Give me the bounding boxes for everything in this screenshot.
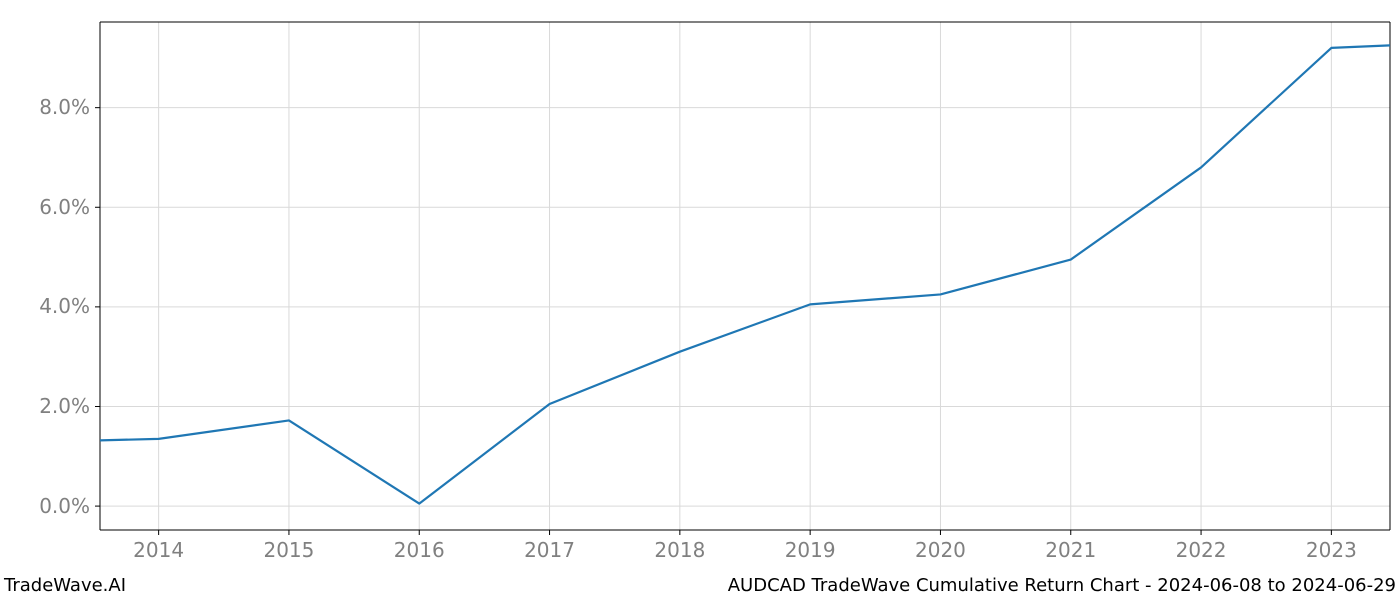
y-tick-label: 2.0% [39, 394, 90, 418]
x-tick-label: 2022 [1151, 538, 1251, 562]
y-tick-label: 4.0% [39, 294, 90, 318]
footer-right-label: AUDCAD TradeWave Cumulative Return Chart… [728, 575, 1396, 596]
x-tick-label: 2017 [500, 538, 600, 562]
x-tick-label: 2019 [760, 538, 860, 562]
y-tick-label: 0.0% [39, 494, 90, 518]
line-chart-svg [0, 0, 1400, 600]
chart-container: 2014 2015 2016 2017 2018 2019 2020 2021 2022 2023… [0, 0, 1400, 600]
x-tick-label: 2023 [1281, 538, 1381, 562]
y-tick-label: 8.0% [39, 95, 90, 119]
axes [100, 22, 1390, 530]
line-series [100, 45, 1390, 503]
x-tick-label: 2015 [239, 538, 339, 562]
y-tick-label: 6.0% [39, 195, 90, 219]
x-tick-label: 2014 [109, 538, 209, 562]
x-tick-label: 2021 [1021, 538, 1121, 562]
footer-left-label: TradeWave.AI [4, 575, 126, 596]
x-tick-label: 2016 [369, 538, 469, 562]
axis-ticks [95, 108, 1331, 535]
x-tick-label: 2018 [630, 538, 730, 562]
x-tick-label: 2020 [890, 538, 990, 562]
grid-lines [100, 22, 1390, 530]
